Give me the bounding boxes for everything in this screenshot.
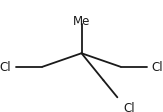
Text: Cl: Cl [123,101,135,112]
Text: Cl: Cl [152,61,163,74]
Text: Me: Me [73,15,90,27]
Text: Cl: Cl [0,61,11,74]
